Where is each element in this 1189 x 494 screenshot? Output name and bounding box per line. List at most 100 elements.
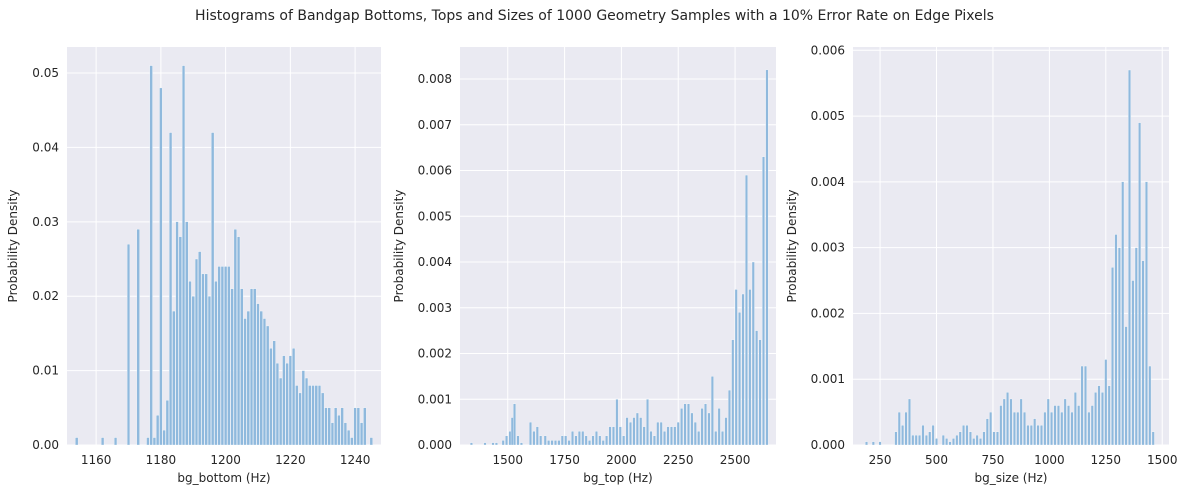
histogram-panel-2: 1500 1750 2000 2250 2500 0.000 0.001 0.002 0.003… bbox=[392, 47, 776, 485]
x-tick-label: 1200 bbox=[210, 453, 241, 467]
histogram-bar bbox=[1090, 405, 1094, 446]
histogram-bar bbox=[529, 421, 532, 446]
histogram-bar bbox=[745, 174, 748, 446]
histogram-bar bbox=[1026, 425, 1030, 446]
histogram-bar bbox=[999, 405, 1003, 446]
histogram-bar bbox=[935, 438, 938, 446]
histogram-bar bbox=[673, 426, 677, 446]
histogram-bar bbox=[550, 440, 554, 446]
y-tick-label: 0.008 bbox=[418, 72, 452, 86]
histogram-bar bbox=[1107, 385, 1111, 446]
histogram-bar bbox=[704, 403, 707, 446]
histogram-bar bbox=[1036, 425, 1040, 446]
histogram-bar bbox=[1145, 181, 1148, 446]
histogram-bar bbox=[305, 377, 309, 446]
histogram-bar bbox=[1070, 411, 1074, 446]
histogram-bar bbox=[288, 355, 292, 446]
y-tick-label: 0.006 bbox=[811, 43, 845, 57]
histogram-bar bbox=[1050, 411, 1054, 446]
histogram-bar bbox=[1148, 365, 1152, 446]
histogram-bar bbox=[1131, 280, 1135, 446]
histogram-bar bbox=[191, 296, 195, 446]
histogram-bar bbox=[314, 385, 318, 446]
histogram-bar bbox=[1124, 326, 1128, 446]
histogram-bar bbox=[680, 408, 684, 446]
histogram-bar bbox=[557, 440, 561, 446]
histogram-bar bbox=[952, 438, 955, 446]
histogram-bar bbox=[765, 69, 769, 446]
histogram-panel-1: 1160 1180 1200 1220 1240 0.00 0.01 0.02 0.03 0.04… bbox=[6, 47, 381, 485]
histogram-bar bbox=[146, 437, 150, 446]
histogram-bar bbox=[948, 441, 952, 446]
histogram-bar bbox=[731, 339, 735, 446]
histogram-bar bbox=[101, 437, 105, 446]
histogram-bar bbox=[494, 442, 498, 446]
histogram-bar bbox=[516, 435, 520, 446]
histogram-bar bbox=[126, 243, 131, 446]
histogram-bar bbox=[295, 385, 299, 446]
histogram-bar bbox=[697, 431, 701, 446]
histogram-bar bbox=[683, 403, 687, 446]
histogram-bar bbox=[693, 421, 697, 446]
y-tick-label: 0.005 bbox=[418, 209, 452, 223]
histogram-bar bbox=[201, 273, 205, 446]
histogram-bar bbox=[748, 289, 752, 446]
histogram-bar bbox=[519, 442, 523, 446]
histogram-bar bbox=[1084, 365, 1087, 446]
histogram-bar bbox=[360, 422, 364, 446]
histogram-bar bbox=[353, 407, 357, 446]
histogram-bar bbox=[554, 440, 557, 446]
y-tick-label: 0.006 bbox=[418, 164, 452, 178]
histogram-bar bbox=[1151, 431, 1155, 446]
histogram-bar bbox=[149, 65, 153, 446]
histogram-bar bbox=[656, 421, 660, 446]
histogram-bar bbox=[618, 426, 622, 446]
histogram-bar bbox=[635, 412, 639, 446]
histogram-bar bbox=[871, 441, 875, 446]
histogram-bar bbox=[975, 434, 979, 446]
plot-area bbox=[67, 47, 381, 445]
histogram-bar bbox=[169, 132, 173, 446]
histogram-bar bbox=[469, 442, 473, 446]
histogram-bar bbox=[968, 431, 972, 446]
histogram-bar bbox=[311, 385, 315, 446]
histogram-bar bbox=[159, 87, 163, 446]
histogram-bar bbox=[256, 303, 260, 446]
histogram-bar bbox=[878, 441, 882, 446]
histogram-bar bbox=[1087, 411, 1091, 446]
y-tick-label: 0.005 bbox=[811, 109, 845, 123]
histogram-bar bbox=[1121, 181, 1125, 446]
histogram-bar bbox=[738, 312, 742, 446]
y-tick-label: 0.004 bbox=[418, 255, 452, 269]
histogram-bar bbox=[243, 318, 247, 446]
histogram-bar bbox=[356, 407, 360, 446]
histogram-bar bbox=[721, 431, 724, 446]
histogram-bar bbox=[198, 251, 202, 446]
histogram-bar bbox=[625, 417, 629, 446]
histogram-bar bbox=[710, 376, 714, 446]
histogram-bar bbox=[996, 431, 999, 446]
histogram-bar bbox=[601, 440, 605, 446]
y-tick-label: 0.01 bbox=[32, 364, 59, 378]
histogram-bar bbox=[535, 426, 539, 446]
histogram-bar bbox=[269, 348, 273, 446]
x-tick-label: 250 bbox=[869, 453, 892, 467]
histogram-bar bbox=[700, 408, 704, 446]
x-axis-label: bg_size (Hz) bbox=[974, 471, 1047, 485]
histogram-bar bbox=[632, 417, 636, 446]
histogram-bar bbox=[324, 407, 328, 446]
histogram-bar bbox=[591, 435, 595, 446]
histogram-bar bbox=[230, 288, 234, 446]
histogram-bar bbox=[285, 363, 289, 446]
histogram-bar bbox=[758, 339, 762, 446]
histogram-bar bbox=[350, 437, 354, 446]
histogram-bar bbox=[1043, 411, 1047, 446]
histogram-bar bbox=[1016, 411, 1020, 446]
histogram-bar bbox=[513, 403, 516, 446]
histogram-bar bbox=[1134, 247, 1138, 446]
histogram-bar bbox=[505, 435, 509, 446]
y-axis-label: Probability Density bbox=[392, 190, 406, 303]
histogram-bar bbox=[337, 415, 341, 446]
histogram-bar bbox=[985, 418, 989, 446]
histogram-bar bbox=[363, 407, 367, 446]
